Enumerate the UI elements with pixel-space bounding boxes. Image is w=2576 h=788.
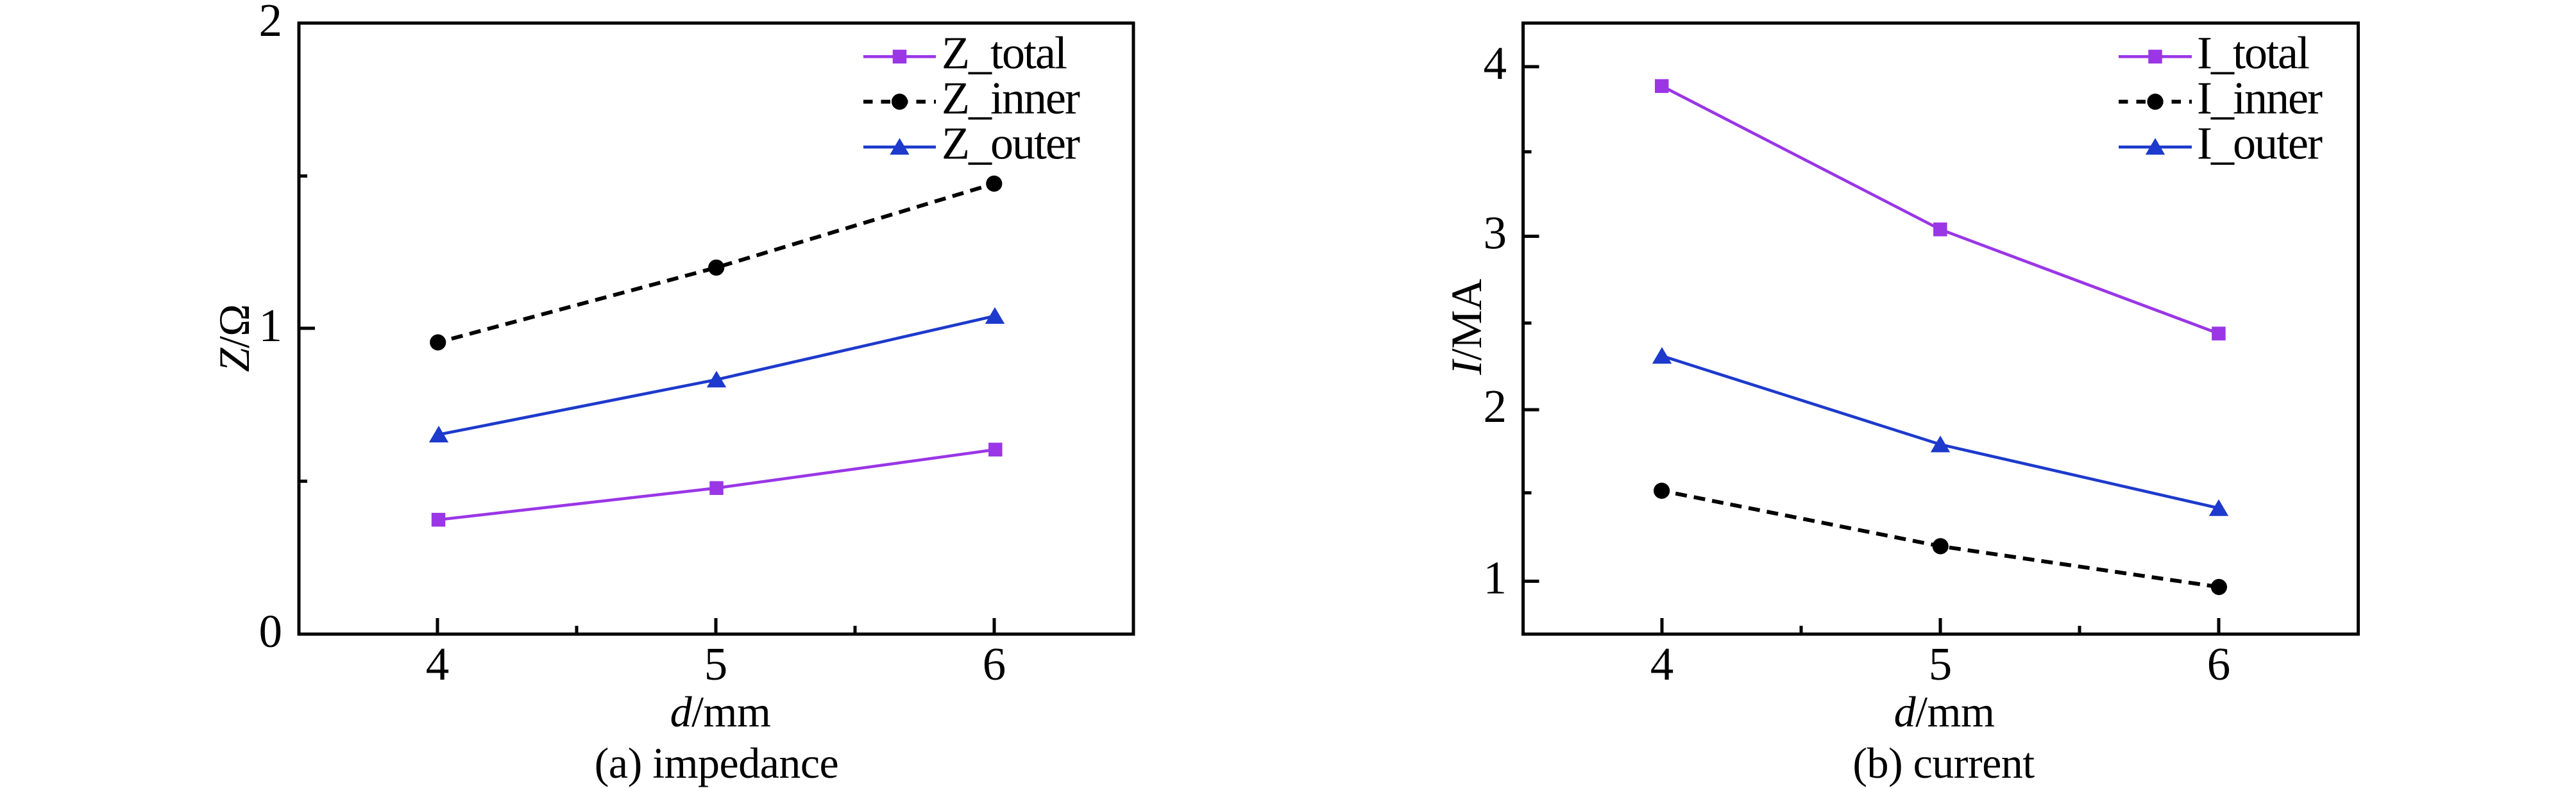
svg-text:6: 6 bbox=[983, 638, 1006, 690]
svg-text:4: 4 bbox=[1484, 37, 1507, 89]
svg-text:Z_outer: Z_outer bbox=[942, 118, 1080, 169]
svg-text:d/mm: d/mm bbox=[1894, 687, 1995, 736]
svg-text:I_total: I_total bbox=[2197, 28, 2309, 79]
svg-text:4: 4 bbox=[1650, 638, 1674, 690]
svg-text:Z_total: Z_total bbox=[942, 28, 1067, 79]
svg-text:I_outer: I_outer bbox=[2197, 118, 2323, 169]
svg-text:(a) impedance: (a) impedance bbox=[595, 739, 838, 787]
svg-text:2: 2 bbox=[1484, 380, 1507, 432]
svg-text:(b) current: (b) current bbox=[1852, 739, 2035, 787]
svg-text:6: 6 bbox=[2207, 638, 2231, 690]
svg-text:1: 1 bbox=[259, 299, 283, 351]
svg-text:0: 0 bbox=[259, 605, 283, 657]
svg-text:5: 5 bbox=[1929, 638, 1953, 690]
svg-text:I_inner: I_inner bbox=[2197, 72, 2323, 124]
svg-text:3: 3 bbox=[1484, 207, 1507, 259]
svg-text:Z/Ω: Z/Ω bbox=[210, 305, 258, 373]
svg-text:d/mm: d/mm bbox=[670, 687, 771, 736]
svg-text:1: 1 bbox=[1484, 552, 1507, 604]
svg-text:4: 4 bbox=[426, 638, 450, 690]
svg-text:5: 5 bbox=[704, 638, 728, 690]
svg-text:Z_inner: Z_inner bbox=[942, 72, 1080, 124]
svg-text:2: 2 bbox=[259, 0, 283, 46]
svg-text:I/MA: I/MA bbox=[1442, 279, 1491, 376]
